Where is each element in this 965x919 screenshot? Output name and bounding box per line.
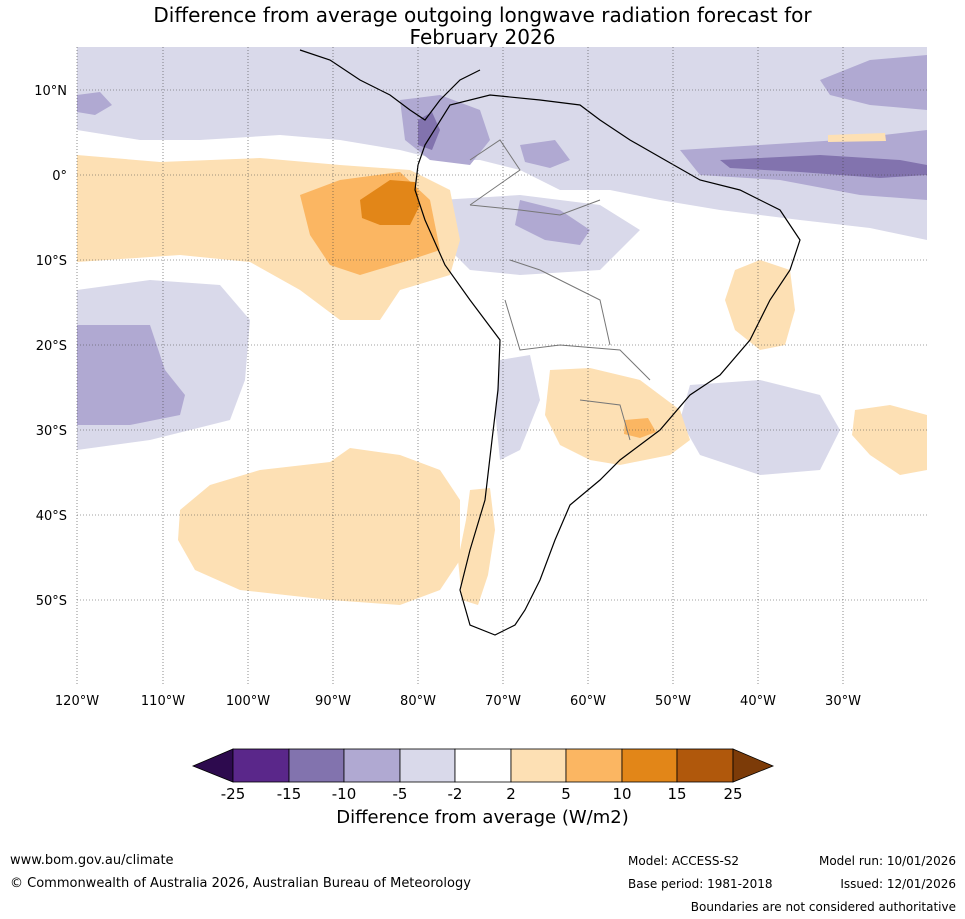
central-america-coast (299, 49, 481, 121)
colorbar-segment (343, 748, 401, 783)
pos-pacific-eq-core (360, 180, 420, 225)
colorbar-tick: -25 (221, 785, 246, 803)
neg-colombia (400, 95, 490, 165)
lon-label: 110°W (141, 694, 185, 709)
colorbar-tick: 5 (561, 785, 571, 803)
pos-patagonia (458, 488, 495, 605)
lat-labels: 10°N 0° 10°S 20°S 30°S 40°S 50°S (34, 84, 67, 609)
colorbar-extend-high (732, 748, 775, 783)
chart-title: Difference from average outgoing longwav… (0, 4, 965, 48)
lon-label: 90°W (315, 694, 351, 709)
pos-la-plata-core (624, 418, 656, 438)
colorbar-segment (621, 748, 678, 783)
colorbar (191, 748, 775, 783)
lat-label: 10°N (34, 84, 67, 99)
lat-label: 20°S (36, 339, 67, 354)
colorbar-label: Difference from average (W/m2) (336, 807, 629, 828)
pos-pacific-south (178, 448, 460, 605)
pos-la-plata (545, 368, 690, 465)
title-line-1: Difference from average outgoing longwav… (153, 3, 812, 27)
coastlines (299, 49, 801, 636)
colorbar-tick: -2 (448, 785, 463, 803)
colorbar-segment (232, 748, 290, 783)
neg-andes-strip (495, 355, 540, 460)
colorbar-tick: 25 (723, 785, 742, 803)
colorbar-segment (288, 748, 345, 783)
lat-label: 40°S (36, 509, 67, 524)
website-link[interactable]: www.bom.gov.au/climate (10, 853, 174, 868)
neg-atlantic-ne (820, 55, 927, 110)
lon-label: 70°W (485, 694, 521, 709)
lat-label: 50°S (36, 594, 67, 609)
lat-label: 10°S (36, 254, 67, 269)
colorbar-tick: 2 (506, 785, 516, 803)
border-lines (469, 139, 651, 441)
lon-label: 30°W (825, 694, 861, 709)
boundaries-disclaimer: Boundaries are not considered authoritat… (690, 900, 956, 914)
lon-labels: 120°W 110°W 100°W 90°W 80°W 70°W 60°W 50… (55, 694, 861, 709)
colorbar-segment (399, 748, 456, 783)
colorbar-ticks: -25 -15 -10 -5 -2 2 5 10 15 25 (221, 785, 743, 803)
title-line-2: February 2026 (409, 25, 556, 49)
colorbar-segment (565, 748, 623, 783)
issued-date: Issued: 12/01/2026 (840, 877, 956, 891)
lon-label: 100°W (226, 694, 270, 709)
lon-label: 50°W (655, 694, 691, 709)
neg-atlantic-south (680, 380, 840, 475)
lat-label: 30°S (36, 424, 67, 439)
colorbar-tick: -15 (277, 785, 302, 803)
colorbar-segment (510, 748, 567, 783)
colorbar-tick: 10 (612, 785, 631, 803)
lon-label: 120°W (55, 694, 99, 709)
lon-label: 60°W (570, 694, 606, 709)
colorbar-segment (454, 748, 512, 783)
neg-brazil-north (520, 140, 570, 168)
colorbar-tick: -5 (393, 785, 408, 803)
south-america-coast (414, 94, 801, 636)
neg-pacific-west-mid (77, 325, 185, 425)
neg-colombia-core (418, 112, 440, 150)
neg-atlantic-east-core (720, 155, 927, 178)
colorbar-extend-low (191, 748, 234, 783)
pos-atlantic-tiny (828, 133, 886, 142)
pos-atlantic-east-small (852, 405, 927, 475)
neg-pacific-nw (77, 92, 112, 115)
lat-label: 0° (52, 169, 67, 184)
anomaly-fields (77, 47, 927, 605)
model-name: Model: ACCESS-S2 (628, 854, 740, 868)
lon-label: 40°W (740, 694, 776, 709)
colorbar-tick: -10 (332, 785, 357, 803)
colorbar-tick: 15 (667, 785, 686, 803)
lon-label: 80°W (400, 694, 436, 709)
country-borders (469, 139, 651, 441)
colorbar-segment (676, 748, 734, 783)
base-period: Base period: 1981-2018 (628, 877, 773, 891)
gridlines (76, 47, 927, 685)
model-run-date: Model run: 10/01/2026 (818, 854, 956, 868)
copyright-text: © Commonwealth of Australia 2026, Austra… (10, 876, 471, 891)
pos-brazil-coast (725, 260, 795, 350)
